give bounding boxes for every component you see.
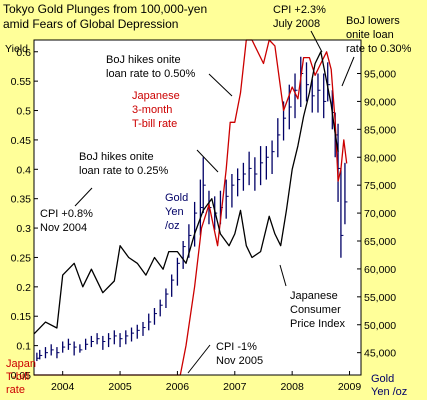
annotation-cpi-2004-line-1: CPI +0.8% xyxy=(40,208,93,220)
annotation-cpi-2004-line-2: Nov 2004 xyxy=(40,222,87,234)
left-axis-label: Yield xyxy=(5,43,28,55)
annotation-tbill-line-1: Japanese xyxy=(132,90,180,102)
left-tick-label-10: 0.55 xyxy=(11,76,32,88)
annotation-cpi-label-line-3: Price Index xyxy=(290,318,346,330)
annotation-gold-line-3: /oz xyxy=(165,220,180,232)
annotation-japan-tbill-line-3: rate xyxy=(6,384,25,396)
annotation-tbill-line-2: 3-month xyxy=(132,104,172,116)
x-axis-ticks: 2004 2005 2006 2007 2008 2009 xyxy=(51,371,361,393)
x-tick-label-2: 2006 xyxy=(166,381,190,393)
left-tick-label-11: 0.6 xyxy=(16,47,31,59)
left-tick-label-0: 0.05 xyxy=(11,370,32,382)
left-tick-label-3: 0.2 xyxy=(16,282,31,294)
left-tick-label-1: 0.1 xyxy=(16,341,31,353)
left-tick-label-8: 0.45 xyxy=(11,135,32,147)
pointer-cpi-label xyxy=(279,264,287,287)
annotation-tbill-line-3: T-bill rate xyxy=(132,118,177,130)
right-tick-label-10: 95,000 xyxy=(364,69,396,81)
annotation-boj-hikes-050-line-1: BoJ hikes onite xyxy=(106,54,181,66)
annotation-cpi-label-line-1: Japanese xyxy=(290,290,338,302)
x-tick-label-0: 2004 xyxy=(51,381,75,393)
annotation-cpi-2005-line-2: Nov 2005 xyxy=(216,355,263,367)
right-tick-label-7: 80,000 xyxy=(364,152,396,164)
annotation-japan-tbill-line-2: T-bill xyxy=(6,371,29,383)
annotation-gold-line-1: Gold xyxy=(165,192,188,204)
annotation-cpi-2005-line-1: CPI -1% xyxy=(216,341,257,353)
left-tick-label-5: 0.3 xyxy=(16,223,31,235)
left-tick-label-7: 0.4 xyxy=(16,164,31,176)
annotation-boj-hikes-025-line-2: loan rate to 0.25% xyxy=(79,165,169,177)
right-tick-label-8: 85,000 xyxy=(364,124,396,136)
left-tick-label-4: 0.25 xyxy=(11,252,32,264)
annotation-japan-tbill-line-1: Japan xyxy=(6,358,36,370)
pointer-boj-hikes-025 xyxy=(196,149,219,173)
annotation-boj-lowers-line-1: BoJ lowers xyxy=(346,15,400,27)
left-tick-label-6: 0.35 xyxy=(11,194,32,206)
x-tick-label-3: 2007 xyxy=(223,381,247,393)
x-tick-label-4: 2008 xyxy=(280,381,304,393)
chart-title-line-1: Tokyo Gold Plunges from 100,000-yen xyxy=(3,2,207,16)
left-tick-label-2: 0.15 xyxy=(11,311,32,323)
pointer-cpi-2004 xyxy=(74,187,93,207)
right-tick-label-2: 55,000 xyxy=(364,292,396,304)
right-tick-label-0: 45,000 xyxy=(364,348,396,360)
left-tick-label-9: 0.5 xyxy=(16,106,31,118)
annotation-cpi-2008-line-1: CPI +2.3% xyxy=(273,4,326,16)
annotation-gold-axis-line-1: Gold xyxy=(371,373,394,385)
pointer-boj-lowers xyxy=(341,56,355,87)
annotation-cpi-label-line-2: Consumer xyxy=(290,304,341,316)
right-tick-label-4: 65,000 xyxy=(364,236,396,248)
x-tick-label-5: 2009 xyxy=(338,381,362,393)
annotation-gold-line-2: Yen xyxy=(165,206,184,218)
annotation-cpi-2008-line-2: July 2008 xyxy=(273,18,320,30)
series-line-1 xyxy=(33,51,339,335)
right-axis-ticks: 45,000 50,000 55,000 60,000 65,000 70,000 75,0… xyxy=(357,69,396,360)
right-tick-label-9: 90,000 xyxy=(364,96,396,108)
annotation-boj-hikes-025-line-1: BoJ hikes onite xyxy=(79,151,154,163)
right-tick-label-5: 70,000 xyxy=(364,208,396,220)
plot-frame xyxy=(33,39,362,376)
annotation-boj-hikes-050-line-2: loan rate to 0.50% xyxy=(106,68,196,80)
x-tick-label-1: 2005 xyxy=(108,381,132,393)
annotation-gold-axis-line-2: Yen /oz xyxy=(371,386,407,398)
annotation-boj-lowers-line-2: onite loan xyxy=(346,29,394,41)
right-tick-label-1: 50,000 xyxy=(364,320,396,332)
annotation-boj-lowers-line-3: rate to 0.30% xyxy=(346,43,412,55)
pointer-boj-hikes-050 xyxy=(208,73,233,97)
pointer-cpi-2008 xyxy=(310,30,323,53)
gold-bars-layer xyxy=(36,56,348,362)
pointer-cpi-2005 xyxy=(187,344,211,374)
right-tick-label-6: 75,000 xyxy=(364,180,396,192)
right-tick-label-3: 60,000 xyxy=(364,264,396,276)
chart-title-line-2: amid Fears of Global Depression xyxy=(3,17,178,31)
left-axis-ticks: 0.05 0.1 0.15 0.2 0.25 0.3 0.35 0.4 0.45 0.5 0.55 0… xyxy=(11,47,38,382)
